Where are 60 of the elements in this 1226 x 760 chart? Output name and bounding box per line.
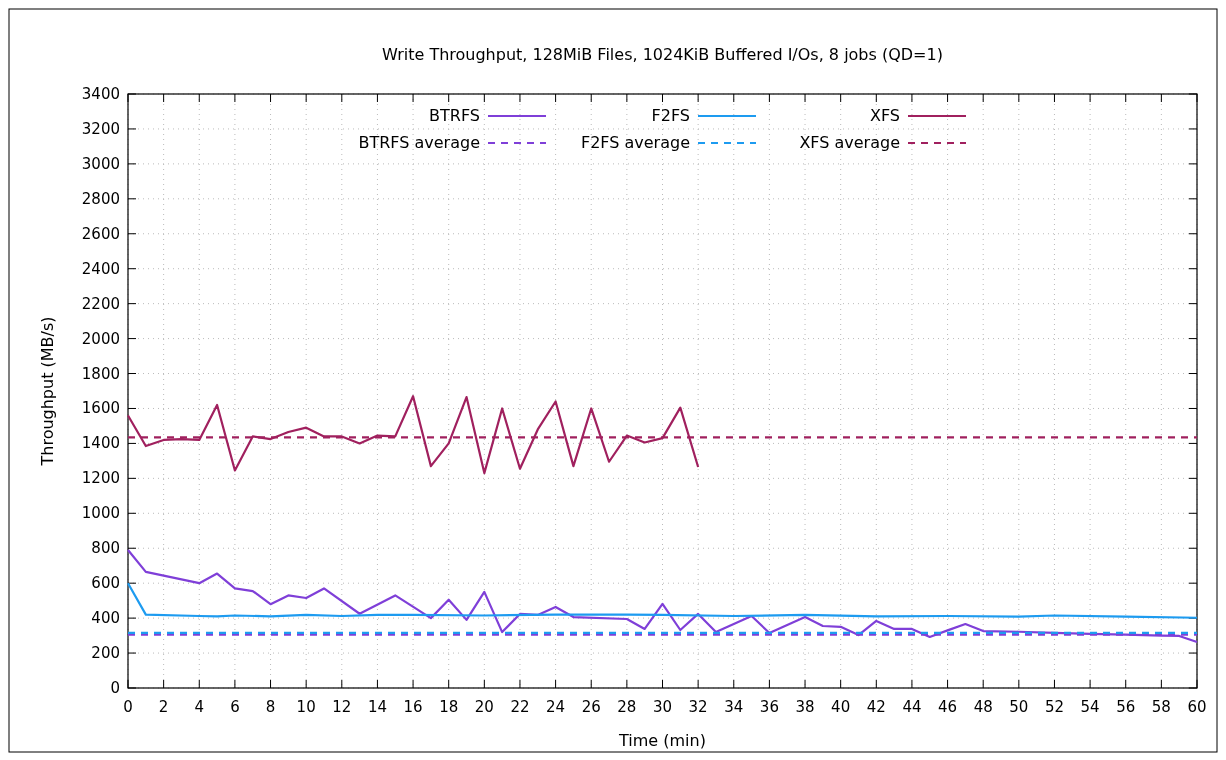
y-tick-label: 1600 [81,399,120,418]
x-axis-title: Time (min) [618,731,706,750]
x-tick-label: 36 [759,698,779,716]
legend-label: XFS average [799,133,900,152]
y-tick-label: 400 [91,609,120,628]
x-tick-label: 6 [230,698,240,716]
x-tick-label: 54 [1080,698,1100,716]
y-tick-label: 200 [91,644,120,663]
x-tick-label: 4 [194,698,205,716]
x-tick-label: 42 [866,698,886,716]
x-tick-label: 26 [581,698,601,716]
x-tick-label: 48 [973,698,993,716]
x-tick-label: 20 [474,698,494,716]
line-series [126,548,1199,644]
x-tick-label: 44 [902,698,922,716]
x-tick-label: 34 [724,698,744,716]
y-tick-label: 1800 [81,364,120,383]
x-tick-label: 18 [439,698,459,716]
x-tick-label: 24 [546,698,566,716]
x-tick-label: 38 [795,698,815,716]
y-tick-label: 2400 [81,259,120,278]
chart-title: Write Throughput, 128MiB Files, 1024KiB Buffered I/Os, 8 jobs (QD=1) [382,45,943,64]
legend-label: XFS [869,106,900,125]
y-tick-label: 1400 [81,434,120,453]
legend-label: F2FS average [580,133,690,152]
x-tick-label: 10 [296,698,316,716]
x-tick-label: 56 [1116,698,1136,716]
x-tick-label: 30 [652,698,673,716]
y-tick-label: 2200 [81,294,120,313]
y-tick-label: 600 [91,574,120,593]
line-series [126,582,1199,619]
x-tick-label: 14 [367,698,387,716]
x-tick-label: 52 [1044,698,1065,716]
x-tick-label: 58 [1151,698,1171,716]
x-tick-label: 60 [1187,698,1207,716]
x-tick-label: 8 [265,698,276,716]
x-tick-label: 40 [831,698,851,716]
legend-label: F2FS [651,106,690,125]
x-tick-label: 2 [158,698,169,716]
y-tick-label: 800 [91,539,120,558]
legend-label: BTRFS [429,106,480,125]
y-tick-label: 3000 [81,154,120,173]
x-tick-label: 0 [123,698,133,716]
x-tick-label: 50 [1009,698,1029,716]
y-tick-label: 3400 [81,85,120,103]
y-tick-label: 1000 [81,504,120,523]
y-tick-label: 3200 [81,119,120,138]
x-tick-label: 22 [510,698,530,716]
y-tick-label: 2800 [81,189,120,208]
x-tick-label: 32 [688,698,708,716]
x-tick-label: 16 [403,698,423,716]
y-axis-title: Throughput (MB/s) [38,316,57,467]
y-tick-label: 0 [110,679,120,697]
y-tick-label: 2000 [81,329,120,348]
y-tick-label: 2600 [81,224,120,243]
x-tick-label: 46 [938,698,958,716]
legend-label: BTRFS average [358,133,480,152]
x-tick-label: 12 [332,698,352,716]
y-tick-label: 1200 [81,469,120,488]
x-tick-label: 28 [617,698,637,716]
